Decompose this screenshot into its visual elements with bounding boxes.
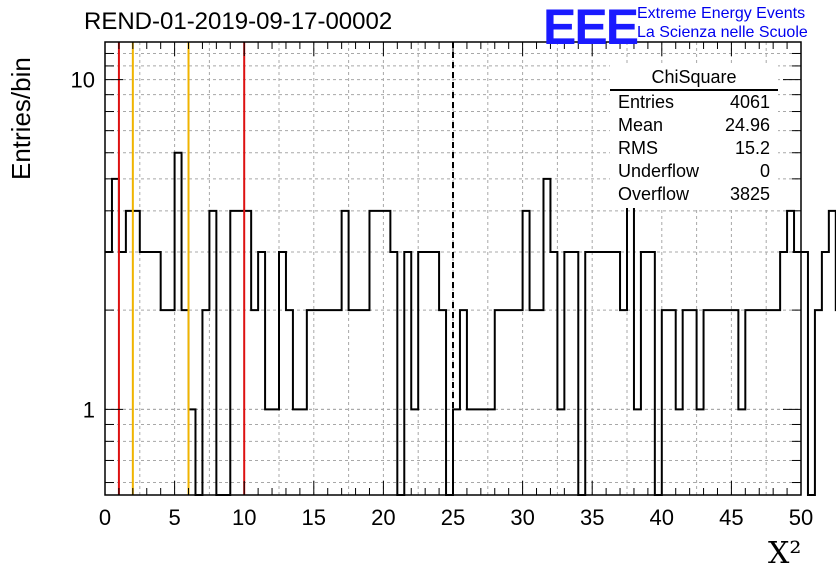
stats-key: Entries bbox=[618, 92, 675, 112]
stats-row: Entries 4061 bbox=[610, 91, 778, 114]
stats-key: Overflow bbox=[618, 184, 690, 204]
x-tick-label: 15 bbox=[302, 505, 326, 530]
logo-line-1: Extreme Energy Events bbox=[637, 5, 806, 22]
stats-row: Mean 24.96 bbox=[610, 114, 778, 137]
x-tick-label: 10 bbox=[232, 505, 256, 530]
x-tick-label: 5 bbox=[168, 505, 180, 530]
y-axis-label: Entries/bin bbox=[6, 57, 36, 180]
x-axis-label: X² bbox=[768, 536, 802, 571]
eee-logo: EEE bbox=[543, 0, 639, 55]
histogram-series bbox=[105, 151, 836, 496]
stats-key: RMS bbox=[618, 138, 658, 158]
x-tick-label: 35 bbox=[580, 505, 604, 530]
stats-row: RMS 15.2 bbox=[610, 137, 778, 160]
y-tick-label: 1 bbox=[83, 397, 95, 422]
stats-value: 0 bbox=[759, 161, 770, 181]
stats-divider bbox=[610, 89, 778, 91]
x-tick-label: 25 bbox=[441, 505, 465, 530]
x-tick-label: 30 bbox=[510, 505, 534, 530]
y-tick-label: 10 bbox=[71, 68, 95, 93]
x-tick-label: 45 bbox=[719, 505, 743, 530]
stats-box: ChiSquare Entries 4061 Mean 24.96 RMS 15.2 … bbox=[610, 65, 778, 208]
stats-key: Mean bbox=[618, 115, 664, 135]
stats-row: Underflow 0 bbox=[610, 160, 778, 183]
stats-value: 3825 bbox=[729, 184, 770, 204]
logo-line-2: La Scienza nelle Scuole bbox=[637, 24, 808, 41]
chart-title: REND-01-2019-09-17-00002 bbox=[84, 8, 393, 35]
stats-value: 4061 bbox=[729, 92, 770, 112]
x-tick-label: 40 bbox=[650, 505, 674, 530]
stats-name: ChiSquare bbox=[651, 67, 737, 87]
stats-value: 24.96 bbox=[724, 115, 770, 135]
stats-row: Overflow 3825 bbox=[610, 183, 778, 206]
stats-key: Underflow bbox=[618, 161, 700, 181]
x-tick-label: 0 bbox=[99, 505, 111, 530]
stats-value: 15.2 bbox=[734, 138, 770, 158]
x-tick-label: 50 bbox=[789, 505, 813, 530]
x-tick-label: 20 bbox=[371, 505, 395, 530]
